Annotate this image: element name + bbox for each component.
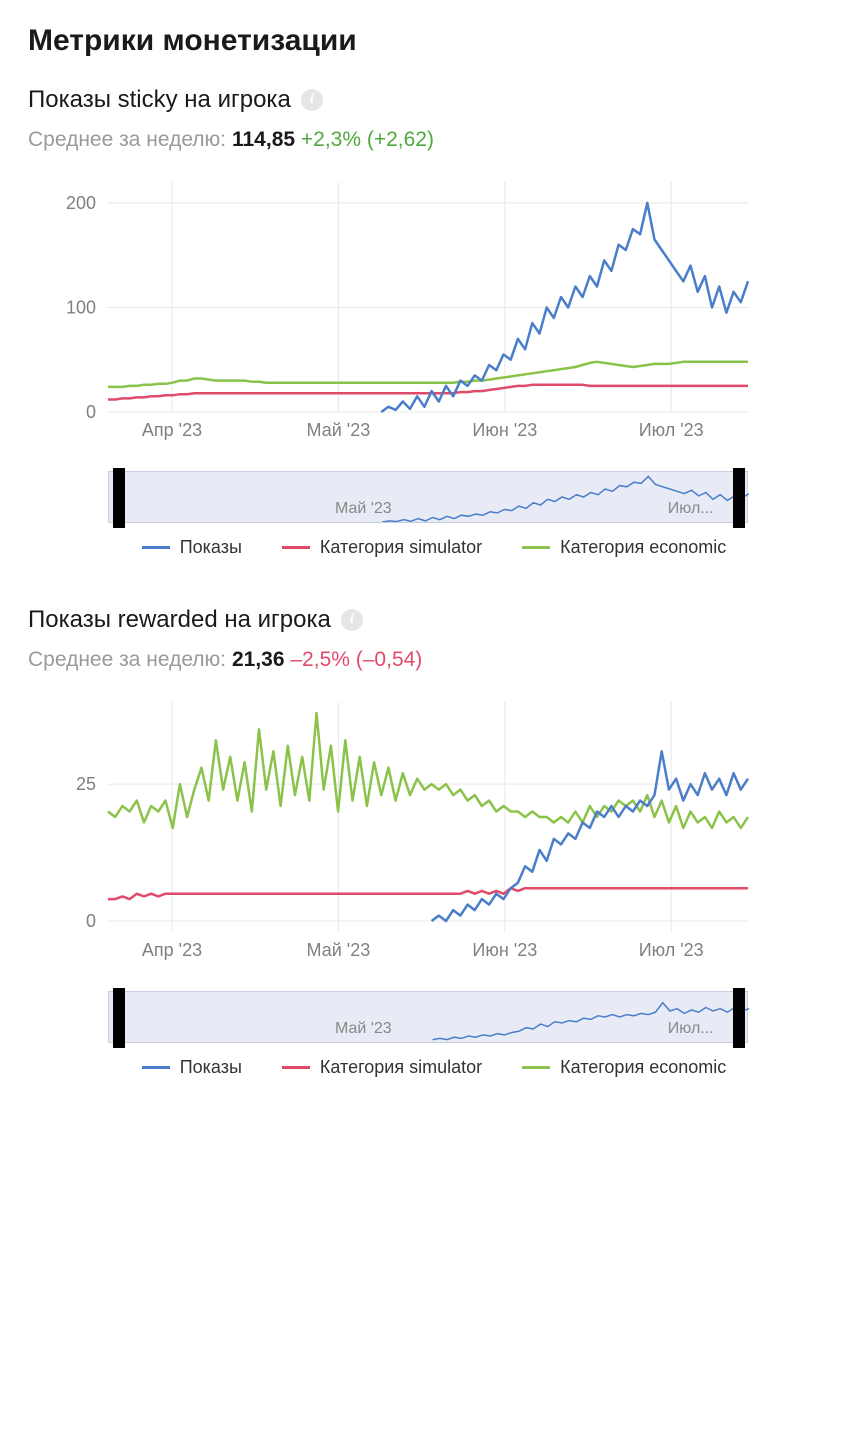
svg-text:Май '23: Май '23 xyxy=(307,940,371,960)
svg-text:Июн '23: Июн '23 xyxy=(472,420,537,440)
legend-item[interactable]: Категория simulator xyxy=(282,537,482,558)
navigator-handle-right[interactable] xyxy=(733,468,745,528)
legend-swatch xyxy=(142,1066,170,1069)
series-economic xyxy=(108,713,748,828)
chart-block-rewarded: Показы rewarded на игрока i Среднее за нед… xyxy=(28,606,840,1078)
legend-item[interactable]: Категория economic xyxy=(522,1057,726,1078)
navigator-handle-left[interactable] xyxy=(113,468,125,528)
svg-text:0: 0 xyxy=(86,402,96,422)
line-chart[interactable]: 0 25 Апр '23 Май '23 Июн '23 Июл '23 xyxy=(28,692,838,962)
legend-item[interactable]: Категория simulator xyxy=(282,1057,482,1078)
legend-swatch xyxy=(522,1066,550,1069)
legend-item[interactable]: Категория economic xyxy=(522,537,726,558)
svg-text:Май '23: Май '23 xyxy=(307,420,371,440)
legend-label: Показы xyxy=(180,537,242,558)
navigator-label: Май '23 xyxy=(335,500,392,518)
svg-text:100: 100 xyxy=(66,297,96,317)
svg-text:Июл '23: Июл '23 xyxy=(639,420,704,440)
page-title: Метрики монетизации xyxy=(28,24,840,58)
chart-title: Показы sticky на игрока xyxy=(28,86,291,114)
navigator-handle-left[interactable] xyxy=(113,988,125,1048)
chart-title: Показы rewarded на игрока xyxy=(28,606,331,634)
svg-text:25: 25 xyxy=(76,774,96,794)
navigator[interactable]: Май '23 Июл... xyxy=(108,471,748,523)
series-simulator xyxy=(108,888,748,899)
info-icon[interactable]: i xyxy=(341,609,363,631)
summary-row: Среднее за неделю: 21,36 –2,5% (–0,54) xyxy=(28,648,840,672)
svg-text:Июн '23: Июн '23 xyxy=(472,940,537,960)
chart-block-sticky: Показы sticky на игрока i Среднее за недел… xyxy=(28,86,840,558)
navigator[interactable]: Май '23 Июл... xyxy=(108,991,748,1043)
series-impressions xyxy=(432,751,748,921)
svg-text:Апр '23: Апр '23 xyxy=(142,940,202,960)
legend-label: Показы xyxy=(180,1057,242,1078)
info-icon[interactable]: i xyxy=(301,89,323,111)
line-chart[interactable]: 0 100 200 Апр '23 Май '23 Июн '23 Июл '23 xyxy=(28,172,838,442)
svg-text:200: 200 xyxy=(66,193,96,213)
navigator-label: Июл... xyxy=(668,1020,714,1038)
legend-label: Категория economic xyxy=(560,537,726,558)
legend-swatch xyxy=(282,546,310,549)
legend-swatch xyxy=(282,1066,310,1069)
legend-label: Категория simulator xyxy=(320,537,482,558)
summary-row: Среднее за неделю: 114,85 +2,3% (+2,62) xyxy=(28,128,840,152)
legend: Показы Категория simulator Категория econo… xyxy=(28,1057,840,1078)
legend: Показы Категория simulator Категория econo… xyxy=(28,537,840,558)
svg-text:Апр '23: Апр '23 xyxy=(142,420,202,440)
legend-item[interactable]: Показы xyxy=(142,1057,242,1078)
legend-item[interactable]: Показы xyxy=(142,537,242,558)
legend-label: Категория simulator xyxy=(320,1057,482,1078)
series-economic xyxy=(108,362,748,387)
legend-swatch xyxy=(522,546,550,549)
navigator-label: Июл... xyxy=(668,500,714,518)
navigator-handle-right[interactable] xyxy=(733,988,745,1048)
legend-swatch xyxy=(142,546,170,549)
navigator-label: Май '23 xyxy=(335,1020,392,1038)
svg-text:0: 0 xyxy=(86,911,96,931)
svg-text:Июл '23: Июл '23 xyxy=(639,940,704,960)
legend-label: Категория economic xyxy=(560,1057,726,1078)
